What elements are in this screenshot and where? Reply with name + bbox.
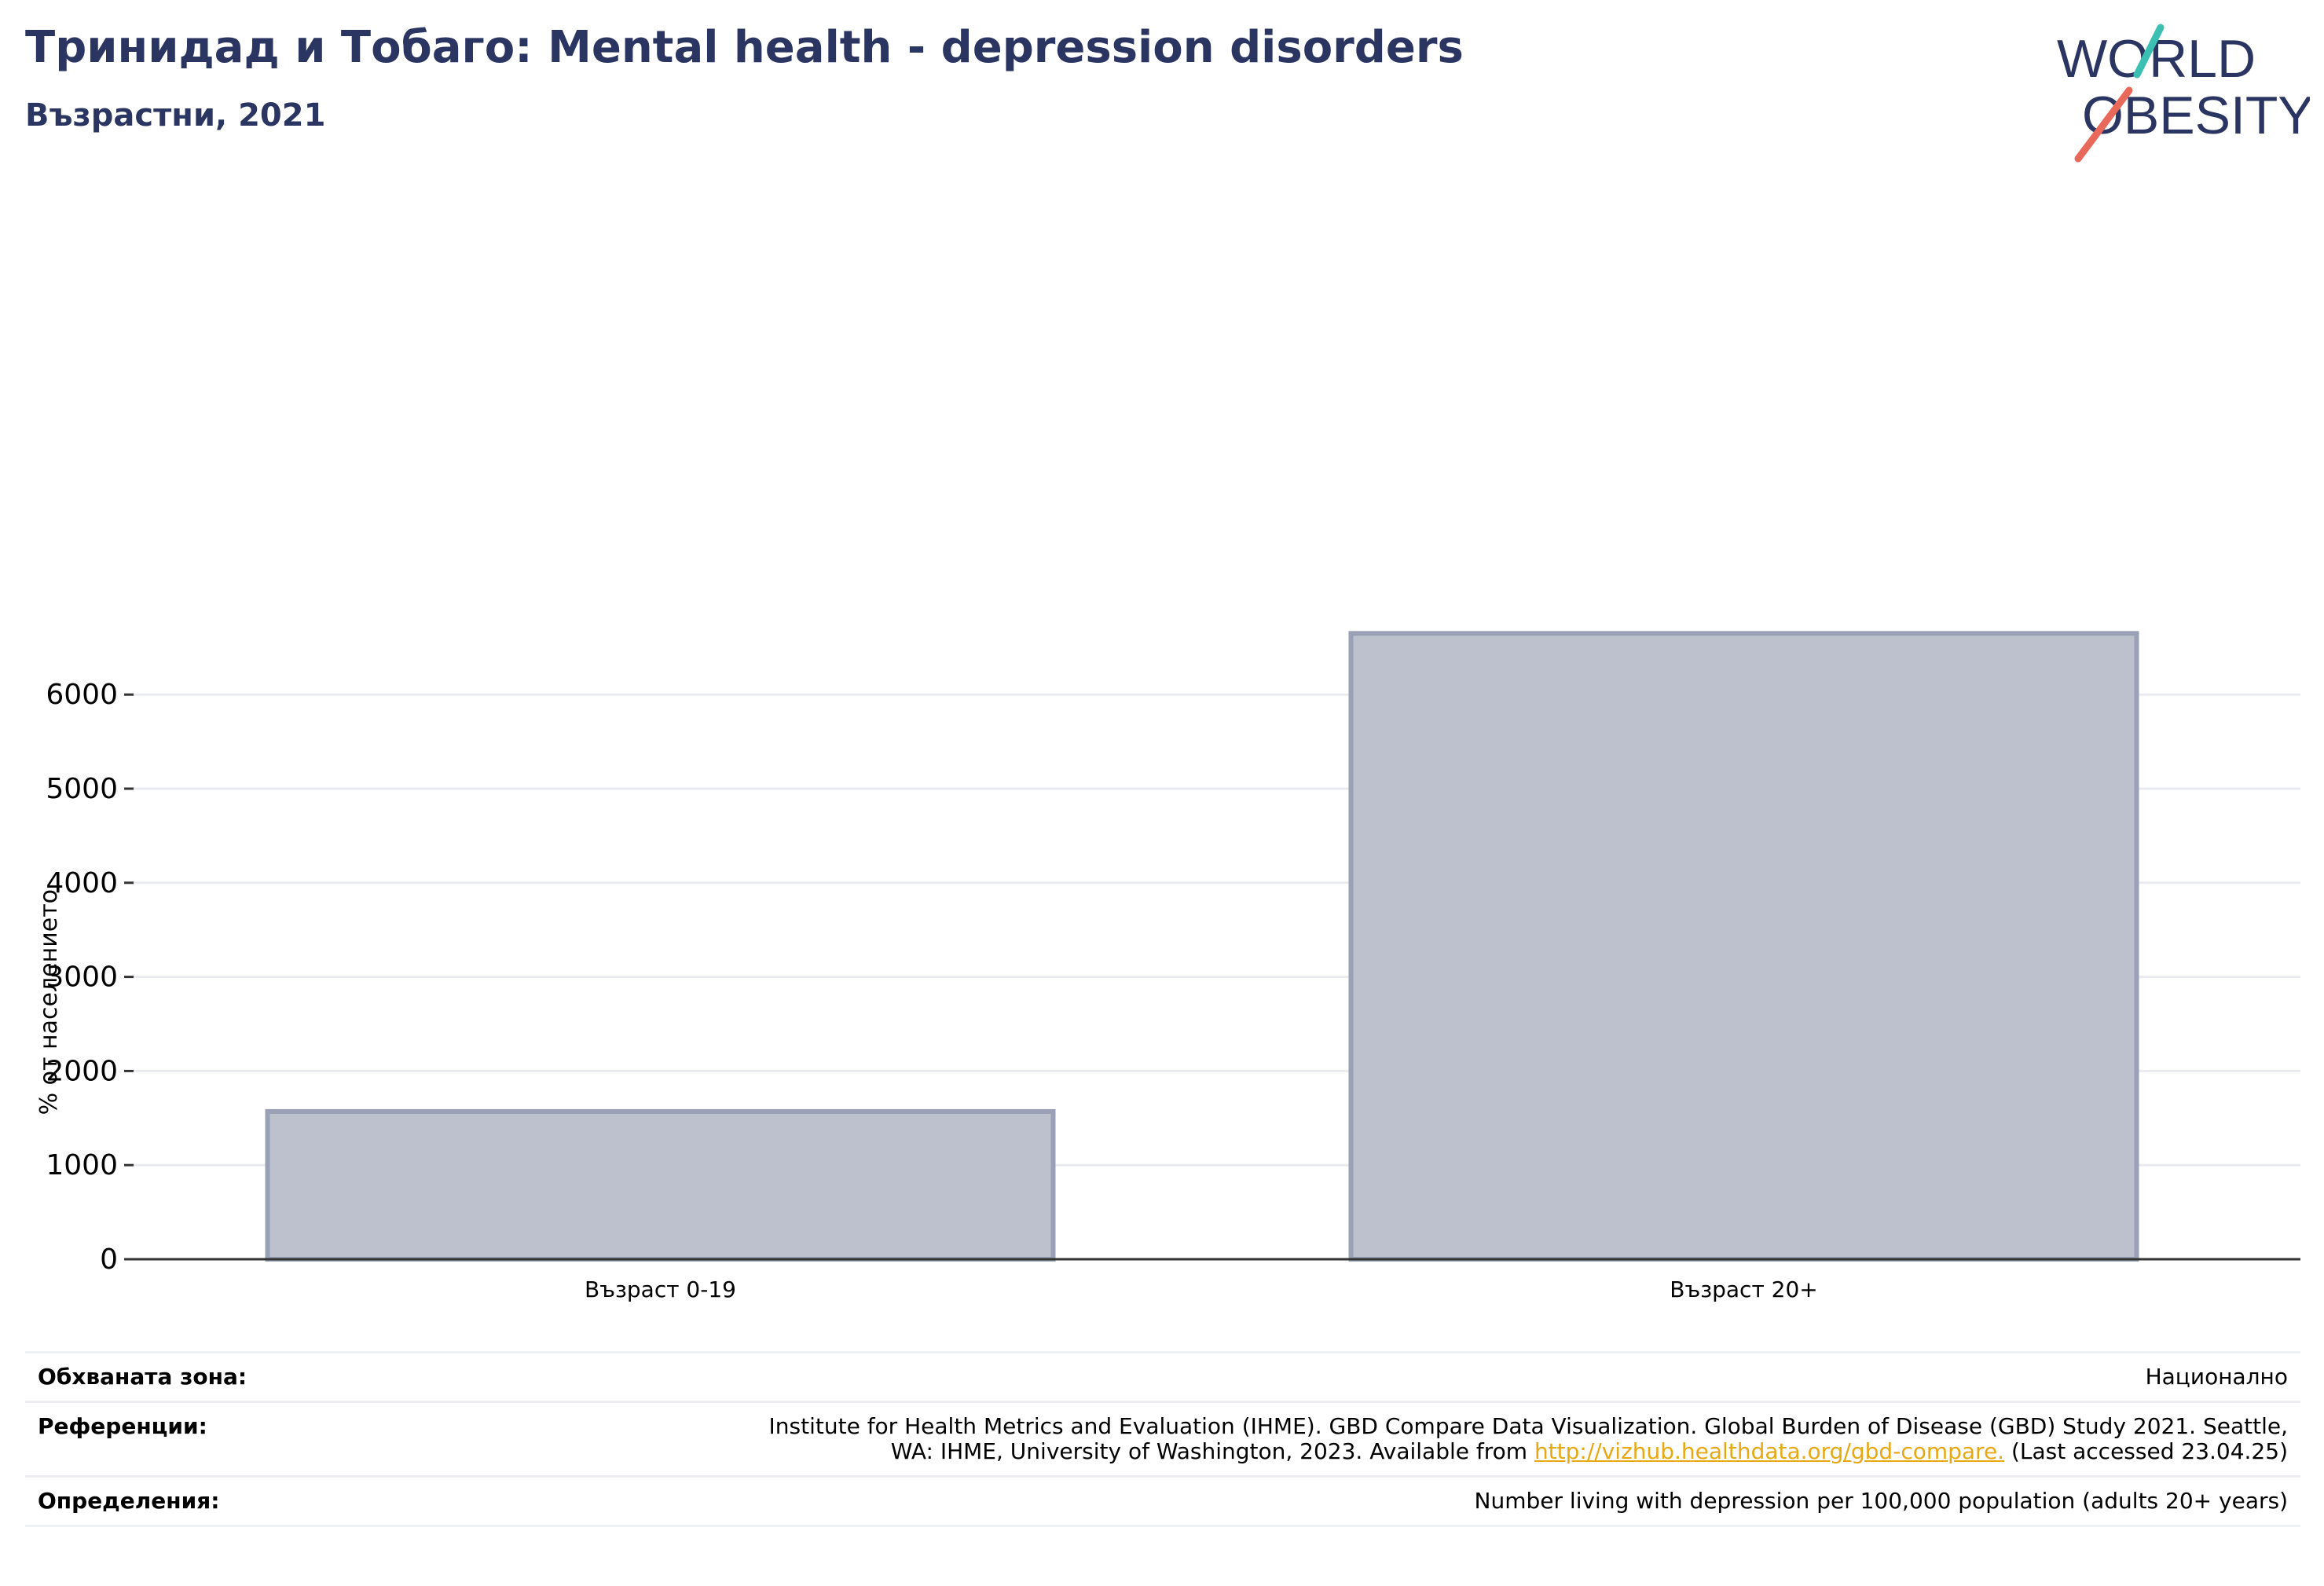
x-axis-ticks: Възраст 0-19 Възраст 20+ (585, 1276, 1818, 1302)
footer-row-coverage: Обхваната зона: Национално (25, 1351, 2300, 1401)
world-obesity-logo: WORLD OBESITY (2057, 24, 2310, 163)
definitions-label: Определения: (38, 1488, 220, 1514)
y-axis-ticks: 0 1000 2000 3000 4000 5000 6000 (46, 679, 134, 1276)
y-tick-label: 5000 (46, 773, 118, 805)
y-tick-label: 2000 (46, 1055, 118, 1087)
y-tick-label: 1000 (46, 1149, 118, 1181)
references-link[interactable]: http://vizhub.healthdata.org/gbd-compare… (1534, 1438, 2005, 1464)
coverage-label: Обхваната зона: (38, 1364, 247, 1390)
logo-line2: OBESITY (2082, 86, 2310, 145)
definitions-value: Number living with depression per 100,00… (1474, 1488, 2288, 1514)
references-label: Референции: (38, 1413, 207, 1439)
logo-slash-red (2074, 86, 2133, 163)
coverage-value: Национално (2145, 1364, 2288, 1390)
footer-table: Обхваната зона: Национално Референции: I… (25, 1351, 2300, 1527)
references-value: Institute for Health Metrics and Evaluat… (769, 1414, 2288, 1464)
bar-1 (1348, 631, 2139, 1262)
logo-slash-teal (2133, 24, 2165, 79)
y-tick-label: 6000 (46, 679, 118, 711)
x-tick-label: Възраст 0-19 (585, 1276, 736, 1302)
chart-title: Тринидад и Тобаго: Mental health - depre… (25, 22, 1464, 73)
references-accessed: (Last accessed 23.04.25) (2004, 1438, 2288, 1464)
x-tick-label: Възраст 20+ (1670, 1276, 1818, 1302)
y-tick-label: 4000 (46, 867, 118, 899)
chart-subtitle: Възрастни, 2021 (25, 97, 326, 134)
references-text-line1: Institute for Health Metrics and Evaluat… (768, 1413, 2288, 1439)
bar-0 (265, 1108, 1056, 1262)
y-tick-label: 0 (100, 1244, 118, 1276)
footer-row-definitions: Определения: Number living with depressi… (25, 1475, 2300, 1527)
references-text-line2: WA: IHME, University of Washington, 2023… (890, 1438, 1534, 1464)
y-axis-label: % от населението (35, 889, 63, 1115)
y-tick-label: 3000 (46, 961, 118, 994)
footer-row-references: Референции: Institute for Health Metrics… (25, 1401, 2300, 1475)
bars (265, 631, 2139, 1262)
